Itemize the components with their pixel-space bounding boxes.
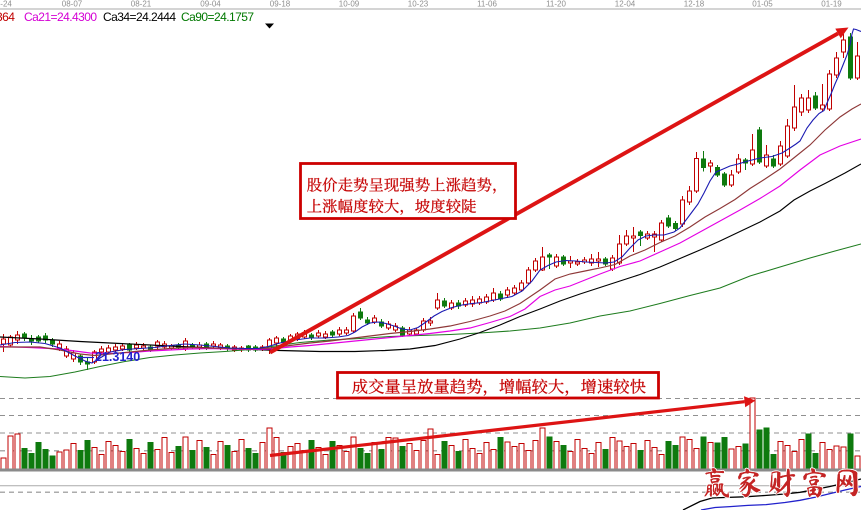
- svg-text:11-20: 11-20: [546, 0, 566, 9]
- svg-text:364: 364: [0, 10, 15, 24]
- svg-text:09-04: 09-04: [200, 0, 221, 9]
- svg-text:Ca90=24.1757: Ca90=24.1757: [181, 10, 254, 24]
- svg-text:08-21: 08-21: [131, 0, 152, 9]
- svg-text:12-18: 12-18: [684, 0, 705, 9]
- svg-text:11-06: 11-06: [477, 0, 497, 9]
- svg-text:10-09: 10-09: [339, 0, 360, 9]
- svg-text:21.3140: 21.3140: [95, 350, 140, 364]
- svg-text:09-18: 09-18: [270, 0, 291, 9]
- svg-text:12-04: 12-04: [615, 0, 636, 9]
- svg-text:Ca21=24.4300: Ca21=24.4300: [24, 10, 97, 24]
- svg-text:08-07: 08-07: [62, 0, 83, 9]
- svg-text:01-05: 01-05: [752, 0, 773, 9]
- svg-text:07-24: 07-24: [0, 0, 12, 9]
- svg-text:Ca34=24.2444: Ca34=24.2444: [103, 10, 176, 24]
- svg-text:10-23: 10-23: [408, 0, 429, 9]
- svg-text:01-19: 01-19: [821, 0, 842, 9]
